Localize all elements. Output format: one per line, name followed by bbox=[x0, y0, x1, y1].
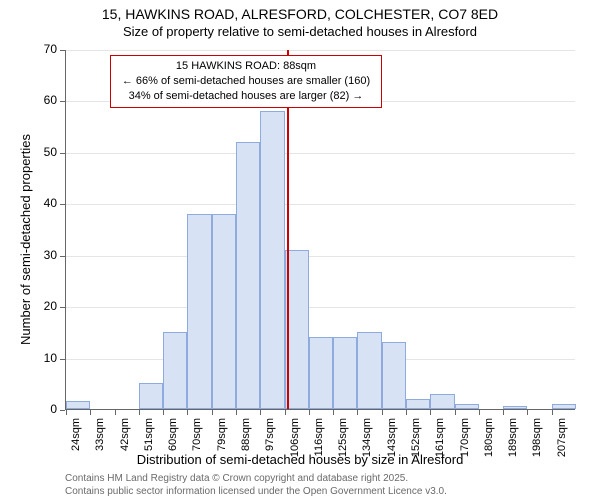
y-tick-label: 10 bbox=[27, 351, 57, 365]
annotation-line1: 15 HAWKINS ROAD: 88sqm bbox=[116, 59, 376, 74]
x-tick-label: 51sqm bbox=[143, 418, 155, 458]
y-gridline bbox=[66, 204, 575, 205]
x-tick-label: 97sqm bbox=[264, 418, 276, 458]
histogram-bar bbox=[139, 383, 163, 409]
x-tick-label: 143sqm bbox=[386, 418, 398, 458]
x-tick-label: 207sqm bbox=[556, 418, 568, 458]
attribution-text: Contains HM Land Registry data © Crown c… bbox=[65, 472, 447, 498]
attribution-line2: Contains public sector information licen… bbox=[65, 485, 447, 498]
y-tick-label: 50 bbox=[27, 145, 57, 159]
histogram-bar bbox=[455, 404, 479, 409]
x-tick-mark bbox=[430, 410, 431, 415]
x-tick-mark bbox=[212, 410, 213, 415]
y-tick-mark bbox=[60, 204, 65, 205]
x-tick-mark bbox=[527, 410, 528, 415]
histogram-bar bbox=[163, 332, 187, 409]
x-tick-mark bbox=[455, 410, 456, 415]
x-tick-label: 116sqm bbox=[313, 418, 325, 458]
y-tick-mark bbox=[60, 307, 65, 308]
histogram-bar bbox=[406, 399, 430, 409]
chart-title-line1: 15, HAWKINS ROAD, ALRESFORD, COLCHESTER,… bbox=[0, 6, 600, 22]
x-tick-mark bbox=[357, 410, 358, 415]
x-tick-label: 189sqm bbox=[507, 418, 519, 458]
annotation-line2: ← 66% of semi-detached houses are smalle… bbox=[116, 74, 376, 89]
x-tick-label: 88sqm bbox=[240, 418, 252, 458]
x-tick-mark bbox=[503, 410, 504, 415]
x-tick-mark bbox=[382, 410, 383, 415]
chart-title-line2: Size of property relative to semi-detach… bbox=[0, 24, 600, 39]
x-tick-label: 134sqm bbox=[361, 418, 373, 458]
x-tick-mark bbox=[90, 410, 91, 415]
x-tick-mark bbox=[309, 410, 310, 415]
x-tick-mark bbox=[236, 410, 237, 415]
x-tick-mark bbox=[406, 410, 407, 415]
x-tick-mark bbox=[187, 410, 188, 415]
x-tick-mark bbox=[66, 410, 67, 415]
y-tick-label: 60 bbox=[27, 93, 57, 107]
x-tick-mark bbox=[552, 410, 553, 415]
x-tick-mark bbox=[479, 410, 480, 415]
annotation-box: 15 HAWKINS ROAD: 88sqm ← 66% of semi-det… bbox=[110, 55, 382, 108]
y-tick-label: 0 bbox=[27, 402, 57, 416]
y-tick-mark bbox=[60, 256, 65, 257]
y-tick-mark bbox=[60, 50, 65, 51]
x-tick-label: 106sqm bbox=[289, 418, 301, 458]
y-gridline bbox=[66, 307, 575, 308]
histogram-bar bbox=[382, 342, 406, 409]
x-tick-label: 180sqm bbox=[483, 418, 495, 458]
histogram-bar bbox=[552, 404, 576, 409]
x-tick-label: 125sqm bbox=[337, 418, 349, 458]
y-tick-mark bbox=[60, 359, 65, 360]
histogram-bar bbox=[430, 394, 454, 409]
y-tick-label: 70 bbox=[27, 42, 57, 56]
x-tick-label: 170sqm bbox=[459, 418, 471, 458]
y-tick-label: 20 bbox=[27, 299, 57, 313]
histogram-bar bbox=[260, 111, 284, 409]
x-tick-label: 161sqm bbox=[434, 418, 446, 458]
x-tick-label: 198sqm bbox=[531, 418, 543, 458]
y-gridline bbox=[66, 153, 575, 154]
histogram-bar bbox=[309, 337, 333, 409]
x-tick-mark bbox=[260, 410, 261, 415]
x-tick-label: 33sqm bbox=[94, 418, 106, 458]
x-tick-mark bbox=[163, 410, 164, 415]
x-tick-mark bbox=[333, 410, 334, 415]
histogram-bar bbox=[236, 142, 260, 409]
y-axis-title: Number of semi-detached properties bbox=[18, 134, 33, 345]
histogram-bar bbox=[212, 214, 236, 409]
histogram-bar bbox=[187, 214, 211, 409]
y-tick-mark bbox=[60, 101, 65, 102]
x-tick-mark bbox=[139, 410, 140, 415]
x-tick-mark bbox=[285, 410, 286, 415]
x-tick-label: 42sqm bbox=[119, 418, 131, 458]
y-gridline bbox=[66, 256, 575, 257]
chart-title-block: 15, HAWKINS ROAD, ALRESFORD, COLCHESTER,… bbox=[0, 6, 600, 39]
x-tick-label: 79sqm bbox=[216, 418, 228, 458]
attribution-line1: Contains HM Land Registry data © Crown c… bbox=[65, 472, 447, 485]
y-tick-mark bbox=[60, 410, 65, 411]
histogram-bar bbox=[333, 337, 357, 409]
x-tick-label: 70sqm bbox=[191, 418, 203, 458]
annotation-line3: 34% of semi-detached houses are larger (… bbox=[116, 89, 376, 104]
y-tick-mark bbox=[60, 153, 65, 154]
histogram-bar bbox=[357, 332, 381, 409]
y-tick-label: 30 bbox=[27, 248, 57, 262]
y-gridline bbox=[66, 50, 575, 51]
y-tick-label: 40 bbox=[27, 196, 57, 210]
x-tick-label: 24sqm bbox=[70, 418, 82, 458]
x-tick-label: 152sqm bbox=[410, 418, 422, 458]
x-tick-mark bbox=[115, 410, 116, 415]
histogram-bar bbox=[503, 406, 527, 409]
x-tick-label: 60sqm bbox=[167, 418, 179, 458]
histogram-bar bbox=[66, 401, 90, 409]
